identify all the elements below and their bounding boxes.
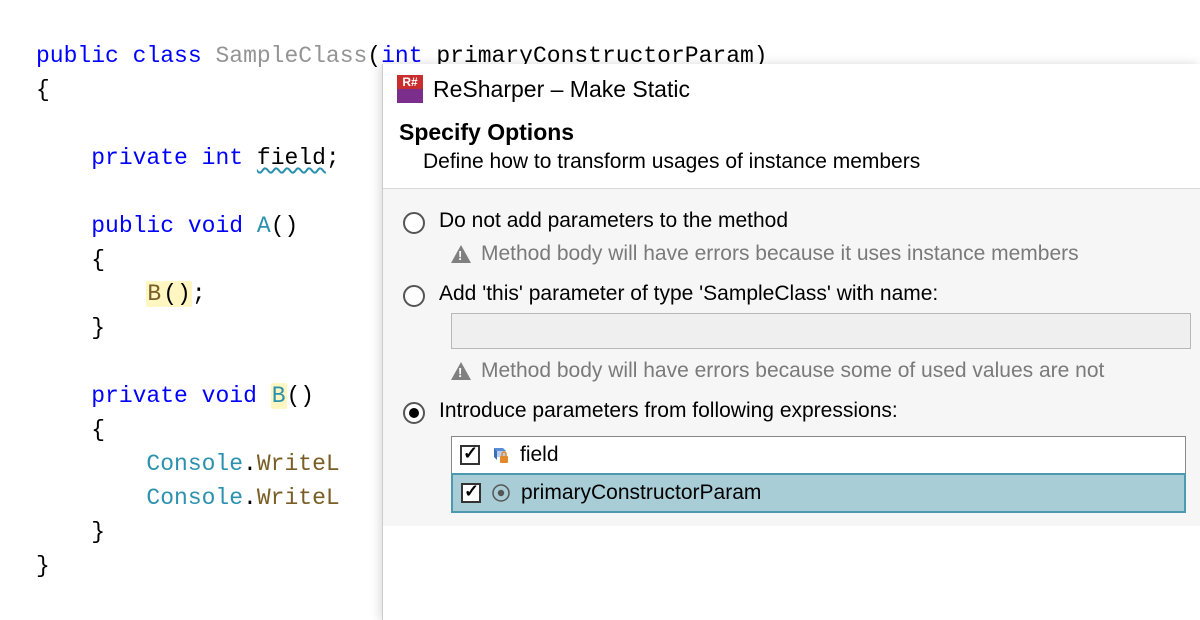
options-area: Do not add parameters to the method Meth… <box>383 188 1200 526</box>
parens: () <box>287 383 315 409</box>
this-param-name-input[interactable] <box>451 313 1191 349</box>
dialog-subheading: Define how to transform usages of instan… <box>399 150 1186 184</box>
make-static-dialog: ReSharper – Make Static Specify Options … <box>382 64 1200 620</box>
semicolon: ; <box>326 145 340 171</box>
option-add-this[interactable]: Add 'this' parameter of type 'SampleClas… <box>403 276 1186 313</box>
checkbox[interactable] <box>460 445 480 465</box>
option-label: Add 'this' parameter of type 'SampleClas… <box>439 282 938 306</box>
field-type: int <box>202 145 243 171</box>
method-a: A <box>257 213 271 239</box>
dot: . <box>243 451 257 477</box>
open-brace: { <box>36 77 50 103</box>
expression-item-param[interactable]: primaryConstructorParam <box>451 473 1186 513</box>
expression-item-field[interactable]: field <box>452 437 1185 474</box>
parens: () <box>271 213 299 239</box>
open-brace: { <box>91 247 105 273</box>
checkbox[interactable] <box>461 483 481 503</box>
expression-list: field primaryConstructorParam <box>451 436 1186 513</box>
class-name: SampleClass <box>215 43 367 69</box>
call-b: B <box>146 281 162 307</box>
dialog-heading: Specify Options <box>399 119 1186 146</box>
method-b: B <box>271 383 287 409</box>
option-no-params[interactable]: Do not add parameters to the method <box>403 203 1186 240</box>
keyword-private: private <box>91 383 188 409</box>
keyword-void: void <box>202 383 257 409</box>
console-type: Console <box>146 485 243 511</box>
option-add-this-warning: Method body will have errors because som… <box>403 357 1186 393</box>
warning-text: Method body will have errors because som… <box>481 359 1104 383</box>
warning-icon <box>451 362 471 380</box>
close-brace: } <box>91 519 105 545</box>
radio[interactable] <box>403 212 425 234</box>
keyword-public: public <box>91 213 174 239</box>
dialog-header: Specify Options Define how to transform … <box>383 109 1200 188</box>
option-no-params-warning: Method body will have errors because it … <box>403 240 1186 276</box>
keyword-class: class <box>133 43 202 69</box>
keyword-void: void <box>188 213 243 239</box>
dialog-title: ReSharper – Make Static <box>433 76 690 103</box>
close-brace: } <box>91 315 105 341</box>
console-type: Console <box>146 451 243 477</box>
writel: WriteL <box>257 485 340 511</box>
resharper-icon <box>397 77 423 103</box>
param-icon <box>491 483 511 503</box>
warning-text: Method body will have errors because it … <box>481 242 1079 266</box>
writel: WriteL <box>257 451 340 477</box>
semicolon: ; <box>192 281 206 307</box>
option-label: Do not add parameters to the method <box>439 209 788 233</box>
option-label: Introduce parameters from following expr… <box>439 399 898 423</box>
field-name: field <box>257 145 326 171</box>
dot: . <box>243 485 257 511</box>
keyword-private: private <box>91 145 188 171</box>
close-brace: } <box>36 553 50 579</box>
warning-icon <box>451 245 471 263</box>
radio[interactable] <box>403 285 425 307</box>
keyword-public: public <box>36 43 119 69</box>
option-introduce-params[interactable]: Introduce parameters from following expr… <box>403 393 1186 430</box>
dialog-titlebar: ReSharper – Make Static <box>383 64 1200 109</box>
expression-label: field <box>520 443 559 467</box>
parens: () <box>162 281 192 307</box>
open-brace: { <box>91 417 105 443</box>
field-icon <box>490 445 510 465</box>
radio[interactable] <box>403 402 425 424</box>
expression-label: primaryConstructorParam <box>521 481 761 505</box>
open-paren: ( <box>367 43 381 69</box>
